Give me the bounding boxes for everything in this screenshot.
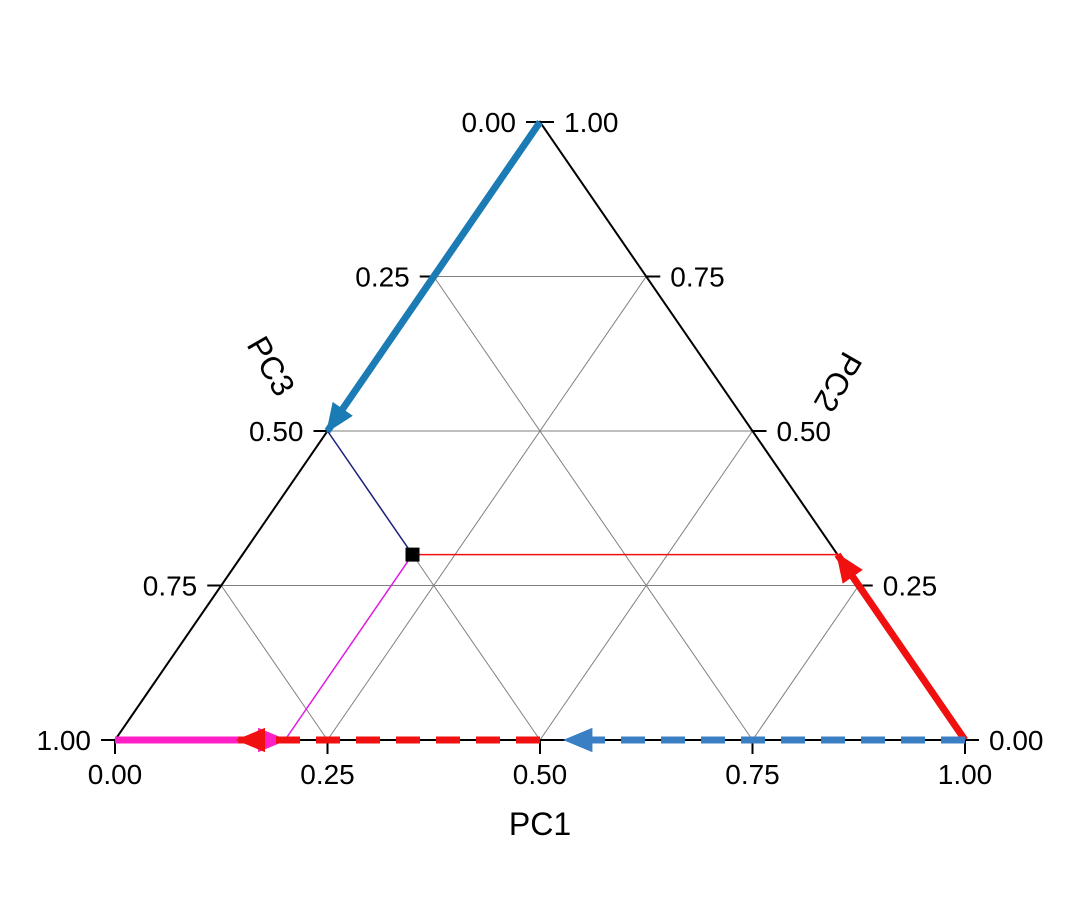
tick-label-right: 0.75 — [670, 262, 725, 293]
tick-label-left: 0.75 — [143, 571, 198, 602]
tick-label-bottom: 0.25 — [300, 759, 355, 790]
tick-label-right: 0.00 — [989, 725, 1044, 756]
tick-label-bottom: 1.00 — [938, 759, 993, 790]
data-point — [406, 548, 420, 562]
tick-label-left: 1.00 — [37, 725, 92, 756]
axis-label-bottom: PC1 — [509, 806, 571, 842]
tick-label-right: 0.50 — [777, 416, 832, 447]
tick-label-left: 0.50 — [249, 416, 304, 447]
tick-label-left: 0.25 — [355, 262, 410, 293]
ternary-plot: 0.00 0.25 0.50 0.75 1.00 1.00 0.75 0.50 0.25 0.00… — [0, 0, 1080, 911]
tick-label-bottom: 0.00 — [88, 759, 143, 790]
tick-label-right: 1.00 — [564, 107, 619, 138]
tick-label-bottom: 0.75 — [725, 759, 780, 790]
tick-label-right: 0.25 — [883, 571, 938, 602]
tick-label-bottom: 0.50 — [513, 759, 568, 790]
tick-label-left: 0.00 — [462, 107, 517, 138]
